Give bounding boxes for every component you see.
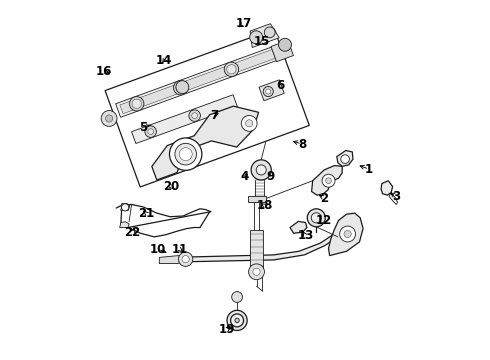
Text: 12: 12	[316, 214, 332, 227]
Polygon shape	[290, 221, 307, 233]
Polygon shape	[116, 46, 280, 117]
Circle shape	[224, 62, 239, 77]
Circle shape	[173, 81, 188, 95]
Circle shape	[340, 226, 356, 242]
Text: 13: 13	[297, 229, 314, 242]
Circle shape	[251, 160, 271, 180]
Polygon shape	[152, 106, 259, 180]
Circle shape	[256, 165, 266, 175]
Circle shape	[248, 264, 265, 280]
Circle shape	[227, 65, 236, 74]
Polygon shape	[337, 150, 353, 166]
Polygon shape	[247, 196, 266, 202]
Circle shape	[245, 120, 253, 127]
Circle shape	[192, 113, 197, 118]
Polygon shape	[172, 233, 338, 262]
Circle shape	[182, 256, 189, 263]
Polygon shape	[131, 95, 237, 144]
Circle shape	[175, 143, 196, 165]
Circle shape	[326, 178, 331, 184]
Circle shape	[179, 148, 192, 161]
Circle shape	[189, 110, 200, 121]
Text: 6: 6	[276, 79, 284, 92]
Circle shape	[322, 174, 335, 187]
Text: 3: 3	[392, 190, 400, 203]
Text: 10: 10	[150, 243, 166, 256]
Circle shape	[231, 314, 244, 327]
Circle shape	[266, 89, 271, 94]
Polygon shape	[250, 230, 263, 271]
Circle shape	[176, 83, 185, 93]
Circle shape	[241, 116, 257, 131]
Polygon shape	[381, 181, 392, 195]
Polygon shape	[259, 80, 284, 101]
Circle shape	[122, 204, 129, 211]
Circle shape	[170, 138, 202, 170]
Polygon shape	[159, 256, 186, 264]
Circle shape	[235, 318, 239, 323]
Circle shape	[178, 252, 193, 266]
Circle shape	[129, 96, 144, 111]
Polygon shape	[312, 166, 342, 195]
Polygon shape	[120, 50, 275, 114]
Circle shape	[101, 111, 117, 126]
Text: 5: 5	[139, 121, 147, 134]
Text: 7: 7	[210, 109, 219, 122]
Circle shape	[278, 38, 292, 51]
Circle shape	[176, 81, 189, 94]
Polygon shape	[250, 24, 279, 48]
Text: 11: 11	[172, 243, 188, 256]
Text: 20: 20	[163, 180, 179, 193]
Polygon shape	[105, 29, 309, 187]
Text: 17: 17	[236, 17, 252, 30]
Text: 2: 2	[320, 192, 328, 204]
Text: 19: 19	[219, 323, 235, 336]
Circle shape	[250, 31, 263, 44]
Circle shape	[132, 99, 142, 108]
Circle shape	[105, 115, 113, 122]
Polygon shape	[328, 213, 363, 256]
Circle shape	[253, 268, 260, 275]
Text: 4: 4	[241, 170, 249, 183]
Polygon shape	[271, 40, 294, 62]
Text: 22: 22	[124, 226, 141, 239]
Polygon shape	[121, 203, 130, 211]
Polygon shape	[120, 222, 129, 228]
Text: 14: 14	[156, 54, 172, 67]
Text: 18: 18	[257, 199, 273, 212]
Circle shape	[263, 86, 273, 96]
Circle shape	[227, 310, 247, 330]
Text: 15: 15	[254, 35, 270, 48]
Circle shape	[145, 126, 156, 138]
Text: 16: 16	[96, 65, 112, 78]
Circle shape	[341, 155, 349, 163]
Circle shape	[232, 292, 243, 302]
Circle shape	[148, 129, 153, 135]
Text: 1: 1	[365, 163, 373, 176]
Polygon shape	[389, 193, 398, 204]
Circle shape	[344, 230, 351, 238]
Circle shape	[311, 213, 321, 223]
Text: 8: 8	[298, 138, 306, 150]
Circle shape	[264, 27, 275, 38]
Text: 9: 9	[266, 170, 274, 183]
Circle shape	[307, 209, 325, 227]
Text: 21: 21	[138, 207, 154, 220]
